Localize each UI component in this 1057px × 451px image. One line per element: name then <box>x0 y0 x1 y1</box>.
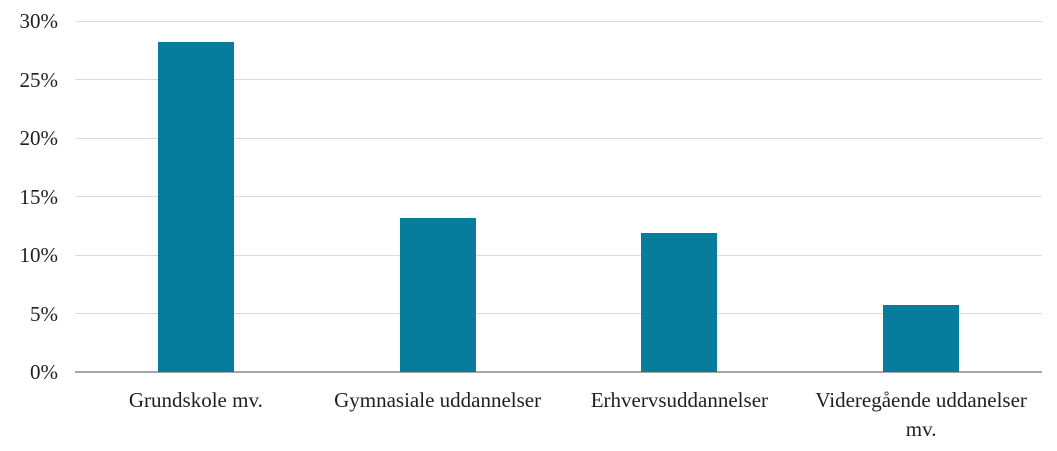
x-axis-line <box>75 371 1042 373</box>
y-tick-label: 25% <box>19 67 59 92</box>
x-category-label: Grundskole mv. <box>128 388 263 412</box>
y-tick-label: 5% <box>30 301 58 326</box>
bar <box>641 232 718 372</box>
y-tick-label: 15% <box>19 184 59 209</box>
x-category-label: Erhvervsuddannelser <box>590 388 769 412</box>
x-category-label: Videregående uddanelser mv. <box>815 388 1027 441</box>
gridline <box>75 79 1042 80</box>
gridline <box>75 137 1042 139</box>
y-tick-label: 0% <box>30 360 58 384</box>
y-tick-label: 30% <box>19 9 59 33</box>
gridline <box>75 196 1042 197</box>
y-tick-label: 10% <box>19 243 59 267</box>
gridline <box>75 254 1042 256</box>
gridline <box>75 313 1042 314</box>
bar <box>399 217 476 372</box>
x-category-label: Gymnasiale uddannelser <box>334 388 542 412</box>
gridline <box>75 20 1042 22</box>
bar <box>883 305 960 372</box>
y-tick-label: 20% <box>19 126 59 150</box>
bar <box>157 42 234 372</box>
